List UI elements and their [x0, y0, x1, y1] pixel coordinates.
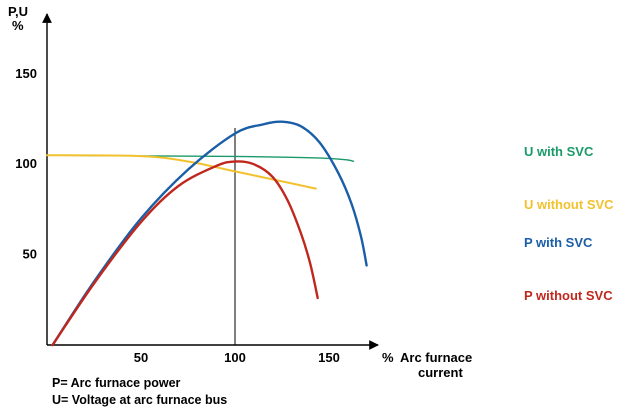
x-tick-label: 50	[134, 350, 148, 365]
x-axis-label: current	[418, 365, 463, 380]
series-line-p-without-svc	[51, 160, 319, 347]
legend-entry-u-with-svc: U with SVC	[524, 144, 594, 159]
y-tick-label: 50	[23, 247, 37, 262]
x-tick-label: 100	[224, 350, 246, 365]
y-tick-label: 100	[15, 156, 37, 171]
x-tick-label: 150	[318, 350, 340, 365]
legend-entry-p-without-svc: P without SVC	[524, 288, 613, 303]
x-axis-unit: %	[382, 350, 394, 365]
p-definition-note: P= Arc furnace power	[52, 376, 181, 390]
series-line-p-with-svc	[51, 120, 368, 347]
y-axis-label: P,U	[8, 4, 28, 19]
x-axis-label: Arc furnace	[400, 350, 472, 365]
series-line-u-without-svc	[46, 154, 317, 190]
axes	[42, 13, 379, 350]
y-tick-label: 150	[15, 66, 37, 81]
series-lines	[46, 120, 368, 347]
u-definition-note: U= Voltage at arc furnace bus	[52, 393, 228, 407]
y-axis-label: %	[12, 18, 24, 33]
legend-entry-p-with-svc: P with SVC	[524, 235, 593, 250]
legend-entry-u-without-svc: U without SVC	[524, 197, 614, 212]
legend: U with SVC U without SVC P with SVC P witho…	[524, 144, 614, 303]
